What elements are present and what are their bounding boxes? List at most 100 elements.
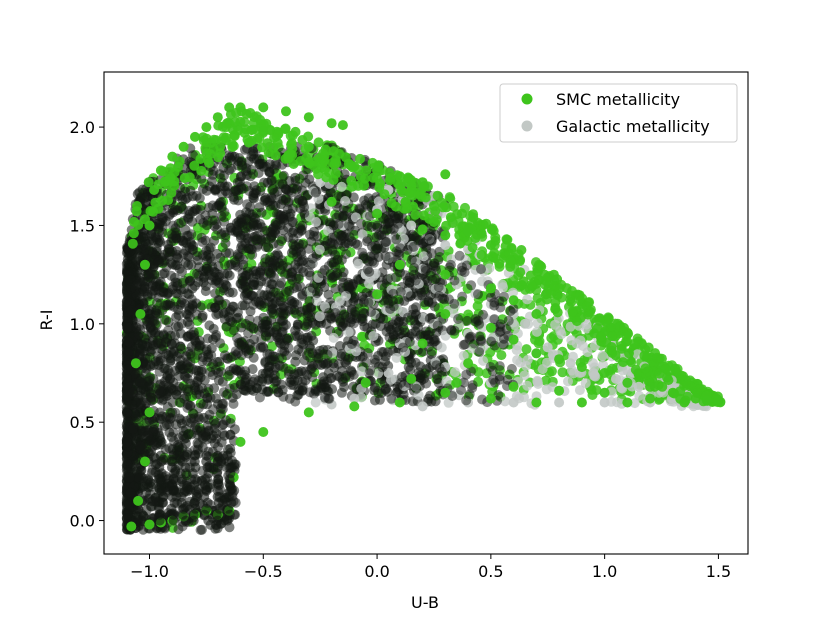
dense-point (220, 238, 231, 249)
dense-point (237, 267, 248, 278)
galactic-point (568, 368, 579, 379)
dense-point (261, 277, 272, 287)
dense-point (274, 280, 285, 291)
smc-point (198, 132, 209, 143)
smc-point (541, 288, 552, 299)
dense-point (274, 315, 285, 326)
smc-point (149, 185, 160, 195)
dense-point (211, 330, 222, 340)
dense-point (259, 177, 269, 188)
dense-point (145, 395, 156, 406)
dense-point (152, 308, 163, 319)
smc-point (567, 306, 578, 317)
dense-point (211, 433, 222, 444)
galactic-point (406, 220, 417, 231)
galactic-point (391, 352, 402, 363)
dense-point (306, 358, 317, 369)
dense-point (284, 186, 295, 196)
dense-point (139, 276, 150, 287)
dense-point (122, 509, 133, 520)
dense-point (153, 257, 164, 268)
dense-point (388, 288, 399, 299)
dense-point (408, 304, 419, 315)
dense-point (377, 362, 388, 373)
dense-point (176, 235, 187, 246)
smc-point (201, 122, 212, 133)
dense-point (411, 383, 422, 394)
dense-point (457, 291, 468, 302)
dense-point (191, 309, 202, 320)
dense-point (244, 186, 255, 196)
galactic-point (531, 326, 542, 337)
dense-point (141, 417, 152, 428)
smc-point (166, 188, 177, 198)
smc-point (621, 330, 632, 341)
smc-point (508, 334, 519, 345)
smc-point (660, 363, 671, 374)
smc-point (487, 223, 498, 234)
galactic-point (566, 335, 577, 346)
dense-point (467, 383, 478, 393)
dense-point (446, 324, 457, 335)
dense-point (453, 314, 464, 324)
smc-point (676, 370, 687, 381)
galactic-point (508, 287, 518, 298)
smc-point (410, 209, 421, 220)
dense-point (164, 210, 174, 221)
dense-point (167, 397, 178, 408)
dense-point (323, 261, 334, 271)
galactic-point (328, 332, 339, 343)
smc-point (463, 358, 474, 369)
dense-point (266, 175, 277, 186)
dense-point (388, 223, 399, 234)
dense-point (142, 430, 153, 441)
galactic-point (542, 342, 553, 353)
dense-point (410, 275, 421, 286)
smc-point (241, 109, 252, 119)
dense-point (369, 354, 380, 365)
smc-point (640, 363, 651, 374)
dense-point (304, 267, 315, 278)
dense-point (314, 204, 325, 215)
galactic-point (532, 318, 543, 329)
smc-point (657, 381, 668, 392)
smc-point (639, 350, 650, 361)
dense-point (362, 348, 373, 358)
smc-point (554, 385, 565, 396)
dense-point (213, 269, 224, 280)
dense-point (346, 305, 357, 316)
smc-point (135, 309, 146, 319)
dense-point (170, 321, 181, 332)
dense-point (362, 236, 372, 247)
smc-point (554, 354, 565, 365)
dense-point (211, 417, 222, 428)
dense-point (240, 166, 251, 177)
dense-point (227, 301, 238, 312)
smc-point (367, 157, 378, 168)
smc-point (235, 102, 246, 113)
galactic-point (617, 365, 628, 376)
smc-point (144, 220, 155, 231)
smc-point (445, 193, 456, 204)
smc-point (599, 368, 610, 378)
smc-point (586, 384, 597, 395)
smc-point (396, 185, 407, 195)
dense-point (365, 365, 376, 376)
dense-point (283, 197, 294, 208)
dense-point (247, 376, 258, 387)
dense-point (429, 301, 440, 312)
dense-point (383, 273, 393, 284)
smc-point (472, 229, 482, 240)
smc-point (355, 153, 365, 164)
dense-point (269, 227, 280, 237)
galactic-point (555, 325, 566, 336)
galactic-point (497, 279, 508, 290)
dense-point (380, 251, 391, 262)
smc-point (622, 377, 633, 388)
dense-point (183, 346, 194, 357)
dense-point (362, 322, 373, 333)
dense-point (159, 300, 170, 311)
dense-point (192, 350, 203, 360)
smc-point (616, 340, 627, 351)
dense-point (125, 487, 136, 498)
